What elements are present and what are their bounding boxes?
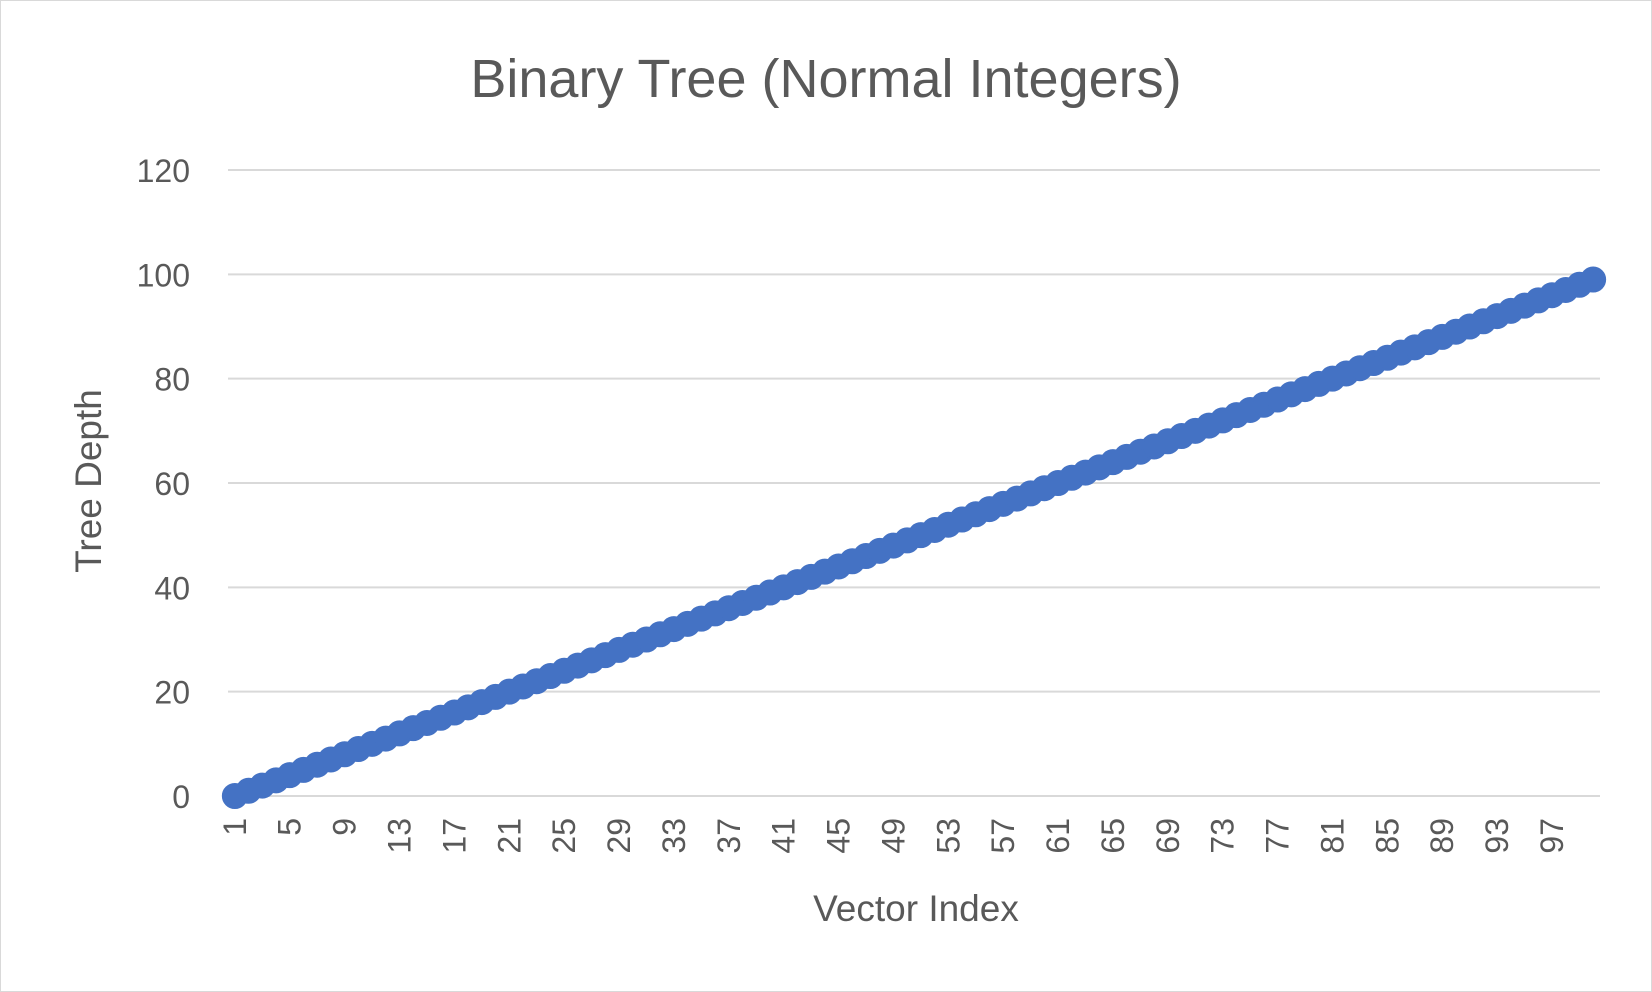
x-tick-label: 93 <box>1479 818 1515 854</box>
x-tick-label: 21 <box>491 818 527 854</box>
x-tick-label: 77 <box>1260 818 1296 854</box>
y-axis-tick-labels: 0 20 40 60 80 100 120 <box>137 153 190 815</box>
x-tick-label: 69 <box>1150 818 1186 854</box>
x-tick-label: 29 <box>601 818 637 854</box>
y-tick-label: 60 <box>154 466 190 502</box>
y-tick-label: 20 <box>154 675 190 711</box>
x-tick-label: 17 <box>436 818 472 854</box>
x-tick-label: 49 <box>875 818 911 854</box>
x-tick-label: 65 <box>1095 818 1131 854</box>
data-point <box>1580 266 1607 293</box>
x-tick-label: 9 <box>327 818 363 836</box>
x-tick-label: 41 <box>766 818 802 854</box>
x-tick-label: 13 <box>382 818 418 854</box>
x-tick-label: 5 <box>272 818 308 836</box>
x-axis-tick-labels: 1 5 9 13 17 21 25 29 33 37 41 45 49 53 57 61 65 69 73 77 81 8… <box>217 818 1570 854</box>
x-tick-label: 89 <box>1424 818 1460 854</box>
y-tick-label: 100 <box>137 257 190 293</box>
x-tick-label: 57 <box>985 818 1021 854</box>
x-tick-label: 45 <box>821 818 857 854</box>
x-tick-label: 33 <box>656 818 692 854</box>
y-axis-title: Tree Depth <box>68 389 109 573</box>
x-tick-label: 53 <box>930 818 966 854</box>
x-tick-label: 1 <box>217 818 253 836</box>
x-tick-label: 61 <box>1040 818 1076 854</box>
x-tick-label: 73 <box>1205 818 1241 854</box>
y-tick-label: 80 <box>154 362 190 398</box>
y-tick-label: 120 <box>137 153 190 189</box>
gridlines <box>228 169 1600 797</box>
chart-title: Binary Tree (Normal Integers) <box>470 49 1181 109</box>
x-tick-label: 81 <box>1314 818 1350 854</box>
x-tick-label: 37 <box>711 818 747 854</box>
x-tick-label: 85 <box>1369 818 1405 854</box>
x-tick-label: 25 <box>546 818 582 854</box>
y-tick-label: 0 <box>172 779 190 815</box>
y-tick-label: 40 <box>154 570 190 606</box>
series-layer <box>221 266 1607 809</box>
x-axis-title: Vector Index <box>813 888 1019 929</box>
x-tick-label: 97 <box>1534 818 1570 854</box>
